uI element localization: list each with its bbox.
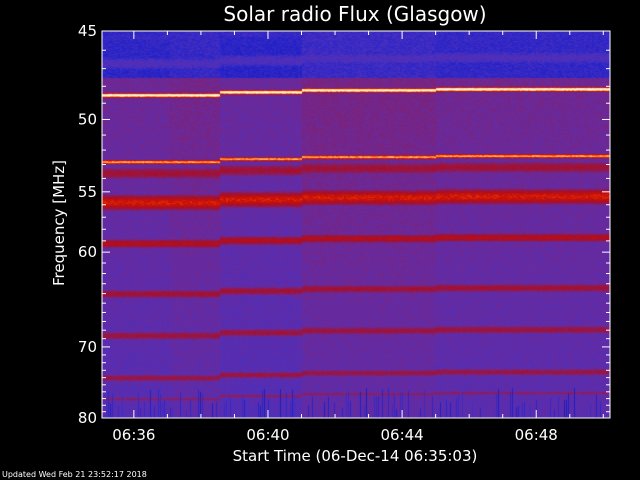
x-axis: 06:36 06:40 06:44 06:48 [112, 31, 604, 444]
y-tick-label: 60 [78, 243, 97, 261]
x-tick-label: 06:36 [112, 426, 155, 444]
y-tick-label: 55 [78, 183, 97, 201]
plot-frame [101, 30, 611, 419]
updated-footer: Updated Wed Feb 21 23:52:17 2018 [2, 470, 147, 479]
spectrogram-image [102, 31, 610, 418]
x-tick-label: 06:44 [380, 426, 423, 444]
y-axis-label: Frequency [MHz] [50, 160, 68, 286]
chart-title: Solar radio Flux (Glasgow) [223, 2, 486, 26]
x-axis-label: Start Time (06-Dec-14 06:35:03) [233, 447, 478, 465]
y-tick-label: 45 [78, 22, 97, 40]
y-tick-label: 70 [78, 338, 97, 356]
y-tick-label: 50 [78, 110, 97, 128]
x-tick-label: 06:48 [515, 426, 558, 444]
x-tick-label: 06:40 [246, 426, 289, 444]
y-tick-label: 80 [78, 409, 97, 427]
y-axis: 45 50 55 60 70 80 [78, 22, 610, 427]
plot-area [102, 31, 610, 418]
